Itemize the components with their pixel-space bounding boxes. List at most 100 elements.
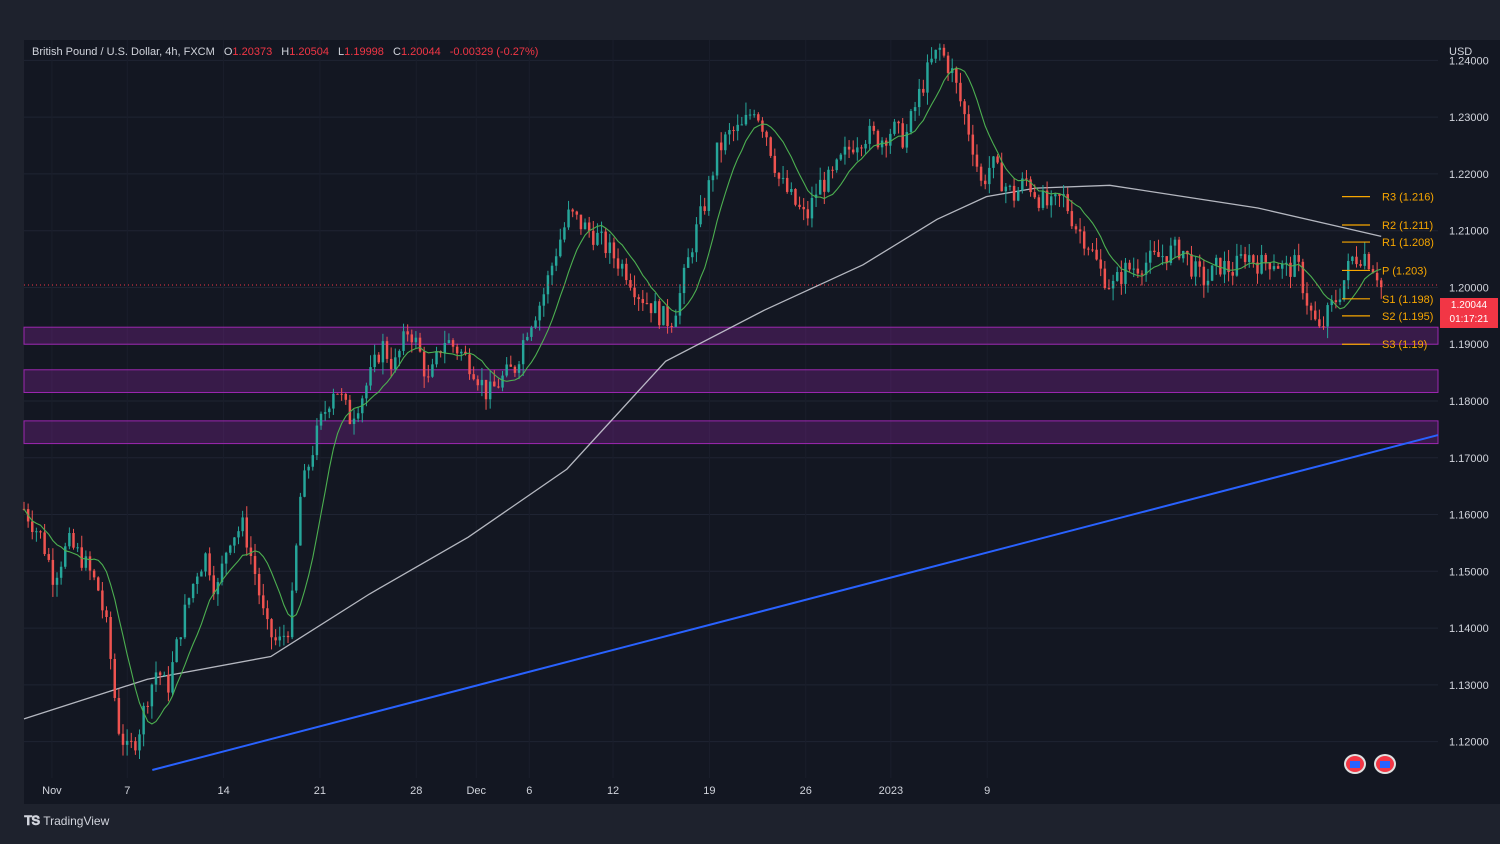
last-price-tag: 1.20044 01:17:21 xyxy=(1440,298,1498,328)
candle-body xyxy=(365,385,368,399)
pivot-label: P (1.203) xyxy=(1382,265,1427,277)
candle-body xyxy=(563,227,566,240)
chart-pane[interactable] xyxy=(24,40,1500,804)
time-axis[interactable]: Nov 7 14 21 28 Dec 6 12 19 26 2023 9 xyxy=(42,785,990,797)
candle-body xyxy=(1276,266,1280,269)
candle-body xyxy=(530,327,533,337)
candle-body xyxy=(356,413,360,419)
candle-body xyxy=(1223,260,1226,275)
candle-body xyxy=(909,111,913,133)
candle-body xyxy=(802,206,805,210)
candle-body xyxy=(303,470,306,497)
sr-zone xyxy=(23,420,1439,445)
candle-body xyxy=(76,547,79,549)
candle-body xyxy=(278,636,282,641)
candle-body xyxy=(666,306,669,327)
candle-body xyxy=(505,364,508,376)
candle-body xyxy=(138,734,141,751)
candle-body xyxy=(897,121,900,124)
candle-body xyxy=(1260,254,1263,274)
candle-body xyxy=(290,590,294,638)
time-tick-label: 9 xyxy=(984,785,990,797)
candle-body xyxy=(105,610,108,617)
candle-body xyxy=(711,175,715,181)
candle-body xyxy=(938,47,942,50)
candle-body xyxy=(352,418,356,425)
us-flag-icon-2[interactable] xyxy=(1374,754,1396,774)
candle-body xyxy=(43,532,46,555)
price-axis[interactable]: 1.24000 1.23000 1.22000 1.21000 1.20000 1.190… xyxy=(1449,55,1489,748)
us-flag-icon[interactable] xyxy=(1344,754,1366,774)
candle-body xyxy=(497,386,500,388)
candle-body xyxy=(868,125,871,144)
candle-body xyxy=(1148,250,1152,263)
candle-body xyxy=(1268,263,1272,270)
candle-body xyxy=(856,147,859,153)
candle-body xyxy=(266,608,269,620)
candle-body xyxy=(542,294,546,306)
slow-moving-average xyxy=(23,184,1382,720)
candle-body xyxy=(1033,192,1036,198)
trendline[interactable] xyxy=(152,434,1439,771)
ascending-trendline xyxy=(152,434,1439,771)
grid xyxy=(24,40,1438,778)
candle-body xyxy=(538,305,541,321)
candle-body xyxy=(913,107,917,112)
candle-body xyxy=(695,224,698,253)
candle-body xyxy=(823,179,826,192)
candle-body xyxy=(1037,197,1041,208)
candle-body xyxy=(1264,254,1267,264)
candle-body xyxy=(328,408,331,413)
candle-body xyxy=(703,206,706,211)
candle-body xyxy=(839,154,843,160)
price-tick-label: 1.21000 xyxy=(1449,226,1489,238)
candle-body xyxy=(274,637,277,641)
candle-body xyxy=(233,537,236,546)
candle-body xyxy=(686,257,690,268)
candle-body xyxy=(798,204,801,207)
candle-body xyxy=(1194,261,1197,277)
candle-body xyxy=(889,133,892,146)
candle-body xyxy=(332,393,335,409)
candle-body xyxy=(1239,254,1243,256)
candle-body xyxy=(1087,248,1090,250)
candle-body xyxy=(744,114,748,125)
candle-body xyxy=(917,88,921,108)
candle-body xyxy=(468,354,471,375)
candle-body xyxy=(971,134,975,155)
candle-body xyxy=(1029,179,1032,193)
candle-body xyxy=(39,531,42,533)
candle-body xyxy=(35,531,38,533)
candle-body xyxy=(88,556,92,571)
candle-body xyxy=(579,214,583,230)
currency-label[interactable]: USD xyxy=(1449,46,1473,58)
candle-body xyxy=(369,367,372,386)
candle-body xyxy=(1247,255,1251,262)
candle-body xyxy=(1078,229,1082,232)
candle-body xyxy=(1124,262,1127,284)
candle-body xyxy=(571,209,574,212)
candle-body xyxy=(678,293,682,316)
candle-body xyxy=(1243,254,1247,262)
candle-body xyxy=(1190,254,1193,277)
candle-body xyxy=(719,142,723,151)
candle-body xyxy=(307,466,310,471)
candle-body xyxy=(472,374,475,380)
candle-body xyxy=(567,209,570,228)
candle-body xyxy=(658,301,661,326)
candlestick-series xyxy=(22,43,1383,759)
candle-body xyxy=(1025,178,1028,180)
candle-body xyxy=(765,131,768,138)
tradingview-brand[interactable]: 𝐓𝐒 TradingView xyxy=(24,813,109,829)
candle-body xyxy=(315,425,319,456)
time-tick-label: 26 xyxy=(800,785,812,797)
candle-body xyxy=(901,123,904,148)
brand-label: TradingView xyxy=(43,814,110,828)
candle-body xyxy=(818,179,822,195)
candle-body xyxy=(1181,250,1185,259)
price-tick-label: 1.13000 xyxy=(1449,680,1489,692)
candle-body xyxy=(113,658,116,698)
candle-body xyxy=(641,299,645,304)
candle-body xyxy=(55,577,59,585)
